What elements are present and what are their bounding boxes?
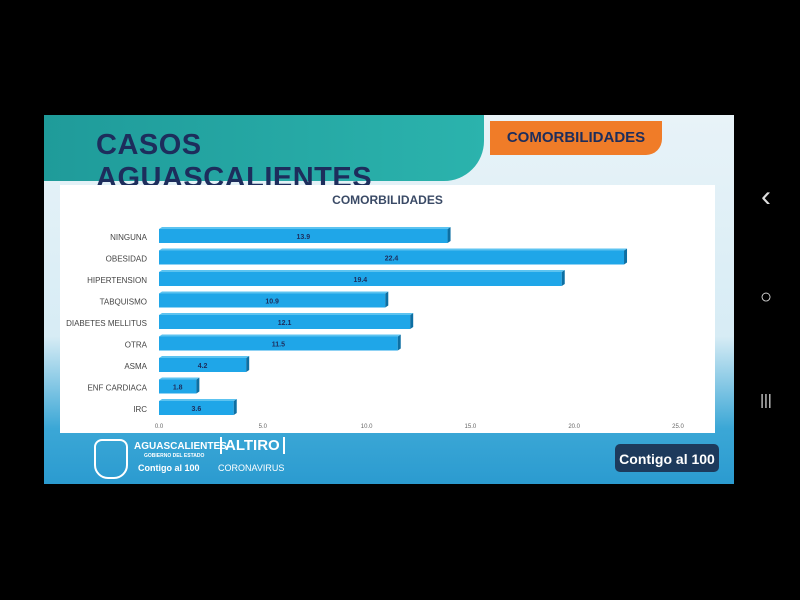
campaign-sub: CORONAVIRUS xyxy=(218,463,285,473)
data-label: 11.5 xyxy=(272,342,285,349)
x-tick-label: 15.0 xyxy=(465,424,477,430)
data-label: 1.8 xyxy=(173,385,183,392)
category-label: DIABETES MELLITUS xyxy=(66,319,147,328)
bar xyxy=(159,272,562,286)
x-tick-label: 20.0 xyxy=(568,424,580,430)
data-label: 19.4 xyxy=(354,277,368,284)
bar-side xyxy=(246,356,250,372)
bar-side xyxy=(385,291,389,308)
bar xyxy=(159,315,411,329)
bar-top xyxy=(159,248,628,251)
header-band: CASOS AGUASCALIENTES xyxy=(44,115,484,194)
category-label: NINGUNA xyxy=(110,233,148,242)
bar-side xyxy=(196,377,200,394)
section-tab: COMORBILIDADES xyxy=(490,121,662,155)
bar-side xyxy=(397,334,401,351)
category-label: OBESIDAD xyxy=(106,255,148,264)
coat-of-arms-icon xyxy=(94,439,128,479)
category-label: HIPERTENSION xyxy=(87,276,147,285)
presentation-slide: CASOS AGUASCALIENTES COMORBILIDADES COMO… xyxy=(44,115,734,484)
bar xyxy=(159,229,448,243)
bar-chart: NINGUNA 13.9 OBESIDAD 22.4 HIPERTENSION 19.4 T… xyxy=(66,227,684,430)
bar-top xyxy=(159,270,565,272)
bar-top xyxy=(159,313,414,315)
category-label: OTRA xyxy=(125,341,148,350)
bar-side xyxy=(447,227,451,243)
bar-top xyxy=(159,356,250,358)
x-tick-label: 10.0 xyxy=(361,424,373,430)
bar-top xyxy=(159,334,401,337)
bar-top xyxy=(159,399,237,401)
bar xyxy=(159,336,398,351)
footer: AGUASCALIENTES GOBIERNO DEL ESTADO Conti… xyxy=(44,433,734,484)
data-label: 22.4 xyxy=(385,256,399,263)
contigo-badge: Contigo al 100 xyxy=(615,444,719,472)
data-label: 12.1 xyxy=(278,320,292,327)
bar-top xyxy=(159,291,389,294)
category-label: ASMA xyxy=(124,362,147,371)
bar-top xyxy=(159,377,200,380)
home-button[interactable]: ○ xyxy=(759,286,773,308)
bar-top xyxy=(159,227,451,229)
bar-side xyxy=(624,248,628,265)
bar xyxy=(159,401,234,415)
back-button[interactable]: ‹ xyxy=(761,180,771,213)
bar xyxy=(159,250,625,265)
x-tick-label: 25.0 xyxy=(672,424,684,430)
phone-nav-bar: ‹ ○ ||| xyxy=(740,0,800,600)
state-name: AGUASCALIENTES xyxy=(134,441,227,452)
category-label: ENF CARDIACA xyxy=(87,384,147,393)
chart-panel: COMORBILIDADES NINGUNA 13.9 OBESIDAD 22.4 HI… xyxy=(60,185,715,433)
category-label: IRC xyxy=(133,405,147,414)
chart-title: COMORBILIDADES xyxy=(332,193,443,207)
bar xyxy=(159,358,247,372)
campaign-logo: ALTIRO xyxy=(220,437,285,454)
state-sub: GOBIERNO DEL ESTADO xyxy=(144,453,205,459)
recents-button[interactable]: ||| xyxy=(760,392,772,409)
bar xyxy=(159,379,197,394)
data-label: 3.6 xyxy=(192,406,202,413)
bar-side xyxy=(561,270,565,286)
data-label: 10.9 xyxy=(265,299,279,306)
slogan: Contigo al 100 xyxy=(138,463,200,473)
bar-side xyxy=(233,399,237,415)
x-tick-label: 0.0 xyxy=(155,424,164,430)
data-label: 13.9 xyxy=(296,234,310,241)
x-tick-label: 5.0 xyxy=(259,424,268,430)
data-label: 4.2 xyxy=(198,363,208,370)
category-label: TABQUISMO xyxy=(100,298,147,307)
bar xyxy=(159,293,386,308)
bar-side xyxy=(410,313,414,329)
